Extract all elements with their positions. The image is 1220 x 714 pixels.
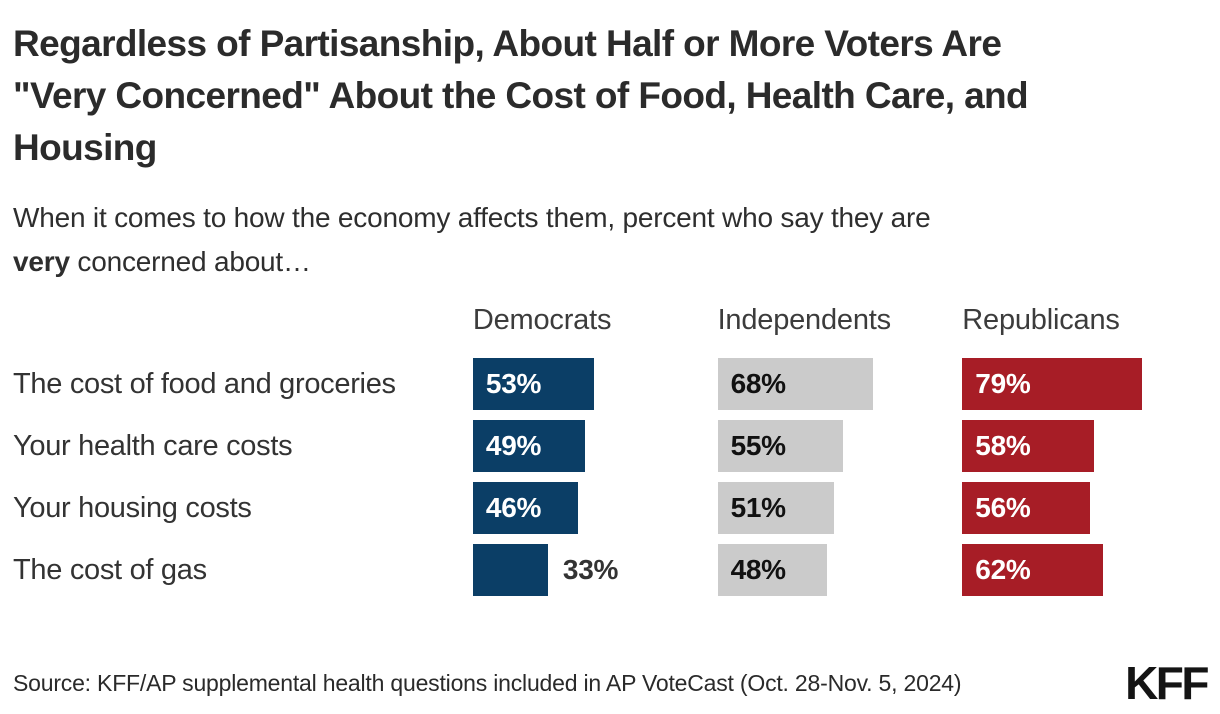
bar-value-label: 56%: [975, 492, 1031, 523]
category-label: Your housing costs: [13, 491, 252, 524]
column-headers: Democrats Independents Republicans: [13, 304, 1207, 337]
bar-cell-republicans: 56%: [962, 482, 1207, 534]
subtitle-bold-word: very: [13, 246, 70, 277]
chart-footer: Source: KFF/AP supplemental health quest…: [13, 657, 1209, 709]
bar-cell-democrats: 33%: [472, 544, 718, 596]
subtitle-text: When it comes to how the economy affects…: [13, 202, 931, 233]
bar-cell-republicans: 79%: [962, 358, 1207, 410]
bar-value-label: 53%: [485, 368, 542, 399]
bar-cell-republicans: 58%: [962, 420, 1207, 472]
bar-value-label: 46%: [485, 492, 542, 523]
chart-title-line: "Very Concerned" About the Cost of Food,…: [13, 75, 1029, 116]
bar-independents: [717, 420, 843, 472]
bar-democrats: [472, 482, 578, 534]
chart-row-health-care: Your health care costs 49% 55% 58%: [13, 415, 1207, 477]
kff-logo: KFF: [1125, 657, 1209, 709]
bar-independents: [717, 358, 873, 410]
category-label: The cost of food and groceries: [13, 367, 396, 400]
bar-independents: [717, 544, 827, 596]
category-label: Your health care costs: [13, 429, 293, 462]
column-header-democrats: Democrats: [472, 304, 612, 336]
bar-value-label: 51%: [730, 492, 786, 523]
bar-cell-republicans: 62%: [962, 544, 1207, 596]
bar-republicans: [962, 420, 1095, 472]
bar-cell-independents: 68%: [717, 358, 963, 410]
bar-democrats: [472, 420, 585, 472]
bar-republicans: [962, 544, 1104, 596]
chart-title: Regardless of Partisanship, About Half o…: [13, 18, 1207, 174]
chart-row-food: The cost of food and groceries 53% 68% 7…: [13, 353, 1207, 415]
bar-republicans: [962, 358, 1143, 410]
bar-value-label: 33%: [562, 554, 619, 585]
bar-cell-independents: 51%: [717, 482, 963, 534]
chart-row-gas: The cost of gas 33% 48% 62%: [13, 539, 1207, 601]
bar-cell-independents: 48%: [717, 544, 963, 596]
bar-cell-democrats: 49%: [472, 420, 718, 472]
column-header-republicans: Republicans: [962, 304, 1120, 336]
bar-value-label: 48%: [730, 554, 786, 585]
bar-cell-independents: 55%: [717, 420, 963, 472]
bar-cell-democrats: 46%: [472, 482, 718, 534]
bar-value-label: 49%: [485, 430, 542, 461]
bar-value-label: 58%: [975, 430, 1031, 461]
bar-value-label: 79%: [975, 368, 1031, 399]
subtitle-text-rest: concerned about…: [69, 246, 311, 277]
bar-cell-democrats: 53%: [472, 358, 718, 410]
chart-title-line: Regardless of Partisanship, About Half o…: [13, 23, 1002, 64]
bar-republicans: [962, 482, 1091, 534]
bar-independents: [717, 482, 834, 534]
bar-value-label: 62%: [975, 554, 1031, 585]
bar-value-label: 55%: [730, 430, 786, 461]
bar-value-label: 68%: [730, 368, 786, 399]
category-label: The cost of gas: [13, 553, 207, 586]
source-note: Source: KFF/AP supplemental health quest…: [13, 669, 962, 696]
chart-title-line: Housing: [13, 127, 157, 168]
chart-body: The cost of food and groceries 53% 68% 7…: [13, 353, 1207, 601]
chart-row-housing: Your housing costs 46% 51% 56%: [13, 477, 1207, 539]
chart-subtitle: When it comes to how the economy affects…: [13, 196, 1207, 284]
chart-content: Regardless of Partisanship, About Half o…: [13, 18, 1207, 601]
bar-democrats: [472, 544, 548, 596]
column-header-independents: Independents: [717, 304, 892, 336]
bar-democrats: [472, 358, 594, 410]
